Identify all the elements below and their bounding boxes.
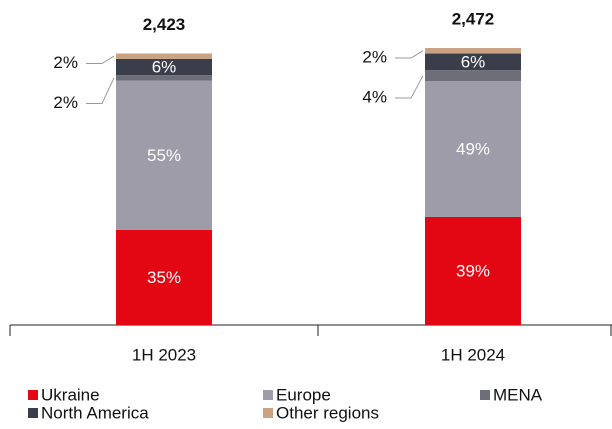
outside-label: 2%: [362, 47, 387, 66]
bar-segment: [116, 80, 212, 230]
bar-segment: [116, 53, 212, 59]
leader-line: [395, 50, 424, 59]
bar-segment: [425, 216, 521, 325]
legend-label: Other regions: [276, 403, 379, 422]
segment-label: 6%: [152, 58, 177, 77]
segment-label: 55%: [147, 146, 181, 165]
bar-segment: [425, 70, 521, 82]
bar-segment: [425, 53, 521, 71]
segment-label: 6%: [461, 52, 486, 71]
bar-segment: [116, 58, 212, 76]
leader-line: [86, 55, 115, 64]
outside-label: 2%: [53, 53, 78, 72]
legend-swatch: [263, 390, 273, 400]
segment-label: 39%: [456, 261, 490, 280]
total-label: 2,423: [143, 15, 186, 34]
legend-label: Europe: [276, 385, 331, 404]
legend-swatch: [263, 408, 273, 418]
bar-segment: [116, 75, 212, 81]
legend-label: MENA: [493, 385, 543, 404]
x-tick-label: 1H 2023: [132, 345, 196, 364]
legend-swatch: [28, 408, 38, 418]
leader-line: [395, 75, 424, 99]
leader-line: [86, 77, 115, 104]
legend-label: Ukraine: [41, 385, 100, 404]
total-label: 2,472: [452, 9, 495, 28]
outside-label: 4%: [362, 87, 387, 106]
outside-label: 2%: [53, 93, 78, 112]
x-tick-label: 1H 2024: [441, 345, 505, 364]
legend-swatch: [480, 390, 490, 400]
segment-label: 35%: [147, 268, 181, 287]
bar-segment: [425, 48, 521, 54]
bar-segment: [116, 229, 212, 325]
segment-label: 49%: [456, 140, 490, 159]
legend-swatch: [28, 390, 38, 400]
bar-segment: [425, 81, 521, 217]
legend-label: North America: [41, 403, 149, 422]
